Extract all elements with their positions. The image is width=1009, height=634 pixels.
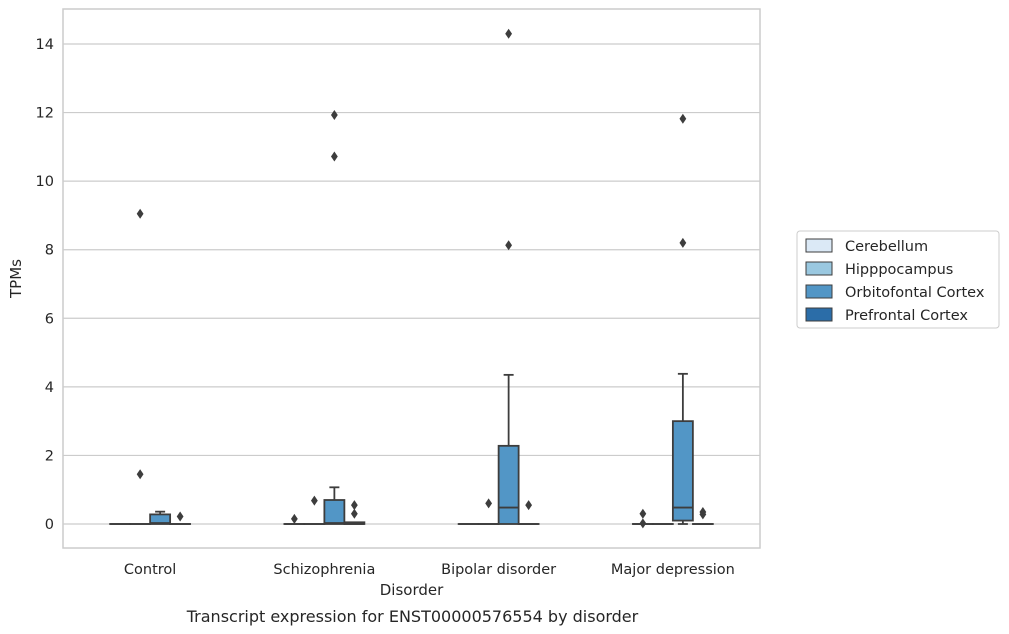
legend-frame bbox=[796, 230, 1000, 329]
outlier-point bbox=[679, 113, 687, 124]
y-tick-label: 6 bbox=[45, 311, 54, 327]
x-tick-label: Control bbox=[124, 562, 176, 578]
y-tick-label: 8 bbox=[45, 243, 54, 259]
legend-swatch bbox=[805, 261, 833, 276]
x-tick-label: Schizophrenia bbox=[273, 562, 375, 578]
box-iqr bbox=[497, 444, 520, 525]
y-tick-label: 4 bbox=[45, 380, 54, 396]
outlier-point bbox=[330, 151, 338, 162]
x-tick-label: Bipolar disorder bbox=[441, 562, 556, 578]
outlier-point bbox=[136, 469, 144, 480]
outlier-point bbox=[525, 500, 533, 511]
box-2-0 bbox=[149, 510, 172, 525]
y-axis-title: TPMs bbox=[7, 259, 25, 299]
x-tick-labels: Control Schizophrenia Bipolar disorder Majo… bbox=[124, 562, 735, 578]
box-2-1 bbox=[323, 109, 346, 525]
y-tick-label: 14 bbox=[36, 37, 54, 53]
outlier-point bbox=[679, 237, 687, 248]
box-3-0 bbox=[169, 511, 192, 525]
box-iqr bbox=[323, 499, 346, 525]
box-2-2 bbox=[497, 28, 520, 525]
outlier-point bbox=[505, 240, 513, 251]
legend-label: Hipppocampus bbox=[845, 262, 953, 278]
legend-swatch bbox=[805, 284, 833, 299]
box-1-2 bbox=[477, 498, 500, 525]
y-tick-label: 2 bbox=[45, 448, 54, 464]
outlier-point bbox=[330, 109, 338, 120]
y-tick-label: 12 bbox=[36, 106, 54, 122]
legend-label: Orbitofontal Cortex bbox=[845, 285, 985, 301]
box-3-1 bbox=[343, 500, 366, 525]
y-tick-label: 0 bbox=[45, 517, 54, 533]
box-0-1 bbox=[283, 513, 306, 525]
y-tick-labels: 0 2 4 6 8 10 12 14 bbox=[36, 37, 54, 533]
grid-lines bbox=[63, 43, 760, 525]
box-1-0 bbox=[129, 208, 152, 525]
box-2-3 bbox=[671, 113, 694, 525]
legend-label: Cerebellum bbox=[845, 239, 928, 255]
outlier-point bbox=[639, 518, 647, 529]
box-groups bbox=[109, 28, 714, 529]
legend-swatch bbox=[805, 238, 833, 253]
outlier-point bbox=[290, 513, 298, 524]
box-iqr bbox=[671, 420, 694, 522]
outlier-point bbox=[310, 495, 318, 506]
outlier-point bbox=[136, 208, 144, 219]
box-1-1 bbox=[303, 495, 326, 525]
x-axis-title: Disorder bbox=[380, 581, 444, 599]
outlier-point bbox=[350, 508, 358, 519]
chart-caption: Transcript expression for ENST0000057655… bbox=[186, 607, 639, 626]
box-iqr bbox=[149, 513, 172, 525]
box-3-3 bbox=[691, 507, 714, 525]
y-tick-label: 10 bbox=[36, 174, 54, 190]
outlier-point bbox=[639, 508, 647, 519]
x-tick-label: Major depression bbox=[611, 562, 735, 578]
outlier-point bbox=[176, 511, 184, 522]
outlier-point bbox=[485, 498, 493, 509]
legend-swatch bbox=[805, 307, 833, 322]
plot-frame bbox=[62, 8, 761, 549]
legend-label: Prefrontal Cortex bbox=[845, 308, 968, 324]
outlier-point bbox=[505, 28, 513, 39]
box-3-2 bbox=[517, 500, 540, 525]
box-0-3 bbox=[631, 508, 654, 529]
outlier-point bbox=[699, 509, 707, 520]
legend: Cerebellum Hipppocampus Orbitofontal Corte… bbox=[796, 230, 1000, 329]
outlier-point bbox=[350, 500, 358, 511]
